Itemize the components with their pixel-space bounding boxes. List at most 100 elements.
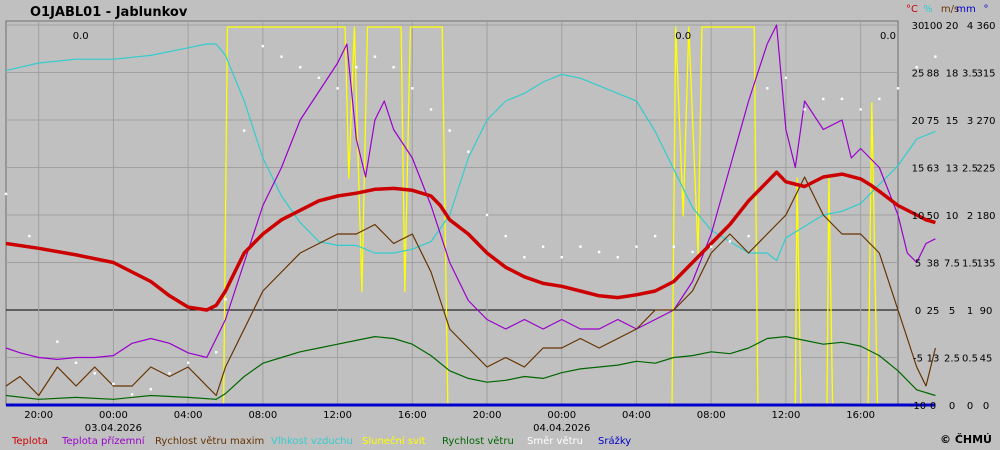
wind-direction-point bbox=[784, 76, 788, 79]
y-tick-label: 1 bbox=[967, 306, 973, 317]
chart-title: O1JABL01 - Jablunkov bbox=[30, 5, 188, 20]
wind-direction-point bbox=[242, 129, 246, 132]
wind-direction-point bbox=[747, 234, 750, 238]
x-tick-label: 08:00 bbox=[248, 410, 277, 421]
y-tick-label: 90 bbox=[980, 306, 993, 317]
y-tick-label: 2 bbox=[967, 211, 973, 222]
wind-direction-point bbox=[149, 387, 152, 391]
y-tick-label: 0 bbox=[915, 306, 921, 317]
y-tick-label: 50 bbox=[927, 211, 940, 222]
y-tick-label: 1.5 bbox=[962, 259, 978, 270]
y-tick-label: 5 bbox=[949, 306, 955, 317]
y-tick-label: 4 bbox=[967, 21, 973, 32]
wind-direction-point bbox=[896, 87, 900, 90]
y-tick-label: 10 bbox=[912, 211, 925, 222]
wind-direction-point bbox=[653, 234, 657, 238]
x-axis: 20:00 00:00 04:00 08:00 12:00 16:00 20:00 00:00… bbox=[24, 410, 875, 434]
sunshine-line bbox=[6, 26, 898, 406]
copyright: © ČHMÚ bbox=[940, 433, 992, 446]
plot-border bbox=[5, 20, 899, 406]
wind-direction-point bbox=[803, 108, 806, 111]
y-tick-label: -5 bbox=[913, 354, 923, 365]
legend-item: Teplota přízemní bbox=[61, 435, 146, 447]
ground-temperature-line bbox=[5, 24, 936, 360]
wind-direction-point bbox=[878, 97, 881, 101]
series-layer bbox=[4, 24, 937, 407]
wind-direction-point bbox=[392, 66, 395, 69]
y-tick-label: 25 bbox=[927, 306, 940, 317]
wind-direction-point bbox=[934, 55, 937, 58]
wind-gust-line bbox=[5, 176, 936, 397]
wind-direction-point bbox=[523, 256, 526, 259]
precip-total: 0.0 bbox=[880, 31, 896, 42]
wind-direction-point bbox=[467, 150, 470, 153]
legend-item: Srážky bbox=[598, 435, 631, 447]
wind-direction-point bbox=[373, 55, 377, 58]
temperature-line bbox=[5, 170, 936, 312]
wind-direction-point bbox=[317, 76, 321, 79]
wind-direction-point bbox=[597, 250, 601, 254]
y-tick-label: 20 bbox=[912, 116, 925, 127]
wind-direction-point bbox=[56, 340, 59, 343]
wind-direction-point bbox=[728, 240, 732, 243]
wind-direction-point bbox=[214, 351, 218, 354]
wind-direction-point bbox=[541, 245, 545, 248]
legend: Teplota Teplota přízemní Rychlost větru ma… bbox=[11, 435, 631, 447]
wind-direction-point bbox=[485, 213, 489, 217]
axis-header: % bbox=[923, 4, 933, 15]
axis-header: mm bbox=[956, 4, 975, 15]
wind-direction-points bbox=[4, 44, 937, 396]
y-tick-label: 3.5 bbox=[962, 69, 978, 80]
y-tick-label: 270 bbox=[976, 116, 995, 127]
legend-item: Vlhkost vzduchu bbox=[271, 436, 353, 447]
legend-item: Rychlost větru bbox=[442, 435, 514, 447]
y-tick-label: 10 bbox=[946, 211, 959, 222]
y-tick-label: 0 bbox=[930, 401, 936, 412]
wind-direction-point bbox=[672, 245, 676, 248]
y-tick-label: 75 bbox=[927, 116, 940, 127]
axis-header: ° bbox=[984, 4, 989, 15]
wind-speed-line bbox=[5, 336, 936, 400]
wind-direction-point bbox=[429, 108, 433, 111]
y-tick-label: 38 bbox=[927, 259, 940, 270]
x-tick-label: 00:00 bbox=[547, 410, 576, 421]
x-tick-label: 16:00 bbox=[398, 410, 427, 421]
wind-direction-point bbox=[504, 234, 507, 238]
wind-direction-point bbox=[168, 372, 171, 375]
legend-item: Sluneční svit bbox=[362, 435, 426, 447]
precip-totals: 0.0 0.0 0.0 bbox=[73, 31, 896, 42]
x-tick-label: 04:00 bbox=[174, 410, 203, 421]
y-tick-label: 5 bbox=[915, 259, 921, 270]
wind-direction-point bbox=[691, 250, 694, 254]
wind-direction-point bbox=[560, 256, 563, 259]
y-tick-label: 100 bbox=[923, 21, 942, 32]
y-tick-label: 45 bbox=[980, 354, 993, 365]
wind-direction-point bbox=[915, 66, 918, 69]
y-tick-label: 63 bbox=[927, 164, 940, 175]
legend-item: Směr větru bbox=[527, 435, 583, 447]
wind-direction-point bbox=[709, 245, 713, 248]
y-tick-label: 13 bbox=[946, 164, 959, 175]
y-tick-label: -10 bbox=[910, 401, 926, 412]
y-tick-label: 15 bbox=[946, 116, 959, 127]
wind-direction-point bbox=[130, 393, 134, 396]
wind-direction-point bbox=[299, 66, 302, 69]
legend-item: Rychlost větru maxim bbox=[155, 435, 264, 447]
x-tick-label: 12:00 bbox=[323, 410, 352, 421]
y-tick-label: 2.5 bbox=[944, 354, 960, 365]
y-tick-label: 0 bbox=[949, 401, 955, 412]
y-tick-label: 0 bbox=[983, 401, 989, 412]
right-axes: 302520151050-5-1010088756350382513020181… bbox=[906, 4, 996, 412]
y-tick-label: 25 bbox=[912, 69, 925, 80]
wind-direction-point bbox=[280, 55, 283, 58]
wind-direction-point bbox=[224, 298, 227, 301]
y-tick-label: 360 bbox=[976, 21, 995, 32]
y-tick-label: 18 bbox=[946, 69, 959, 80]
wind-direction-point bbox=[840, 97, 844, 101]
wind-direction-point bbox=[859, 108, 862, 111]
y-tick-label: 20 bbox=[946, 21, 959, 32]
y-tick-label: 13 bbox=[927, 354, 940, 365]
wind-direction-point bbox=[448, 129, 451, 132]
y-tick-label: 2.5 bbox=[962, 164, 978, 175]
